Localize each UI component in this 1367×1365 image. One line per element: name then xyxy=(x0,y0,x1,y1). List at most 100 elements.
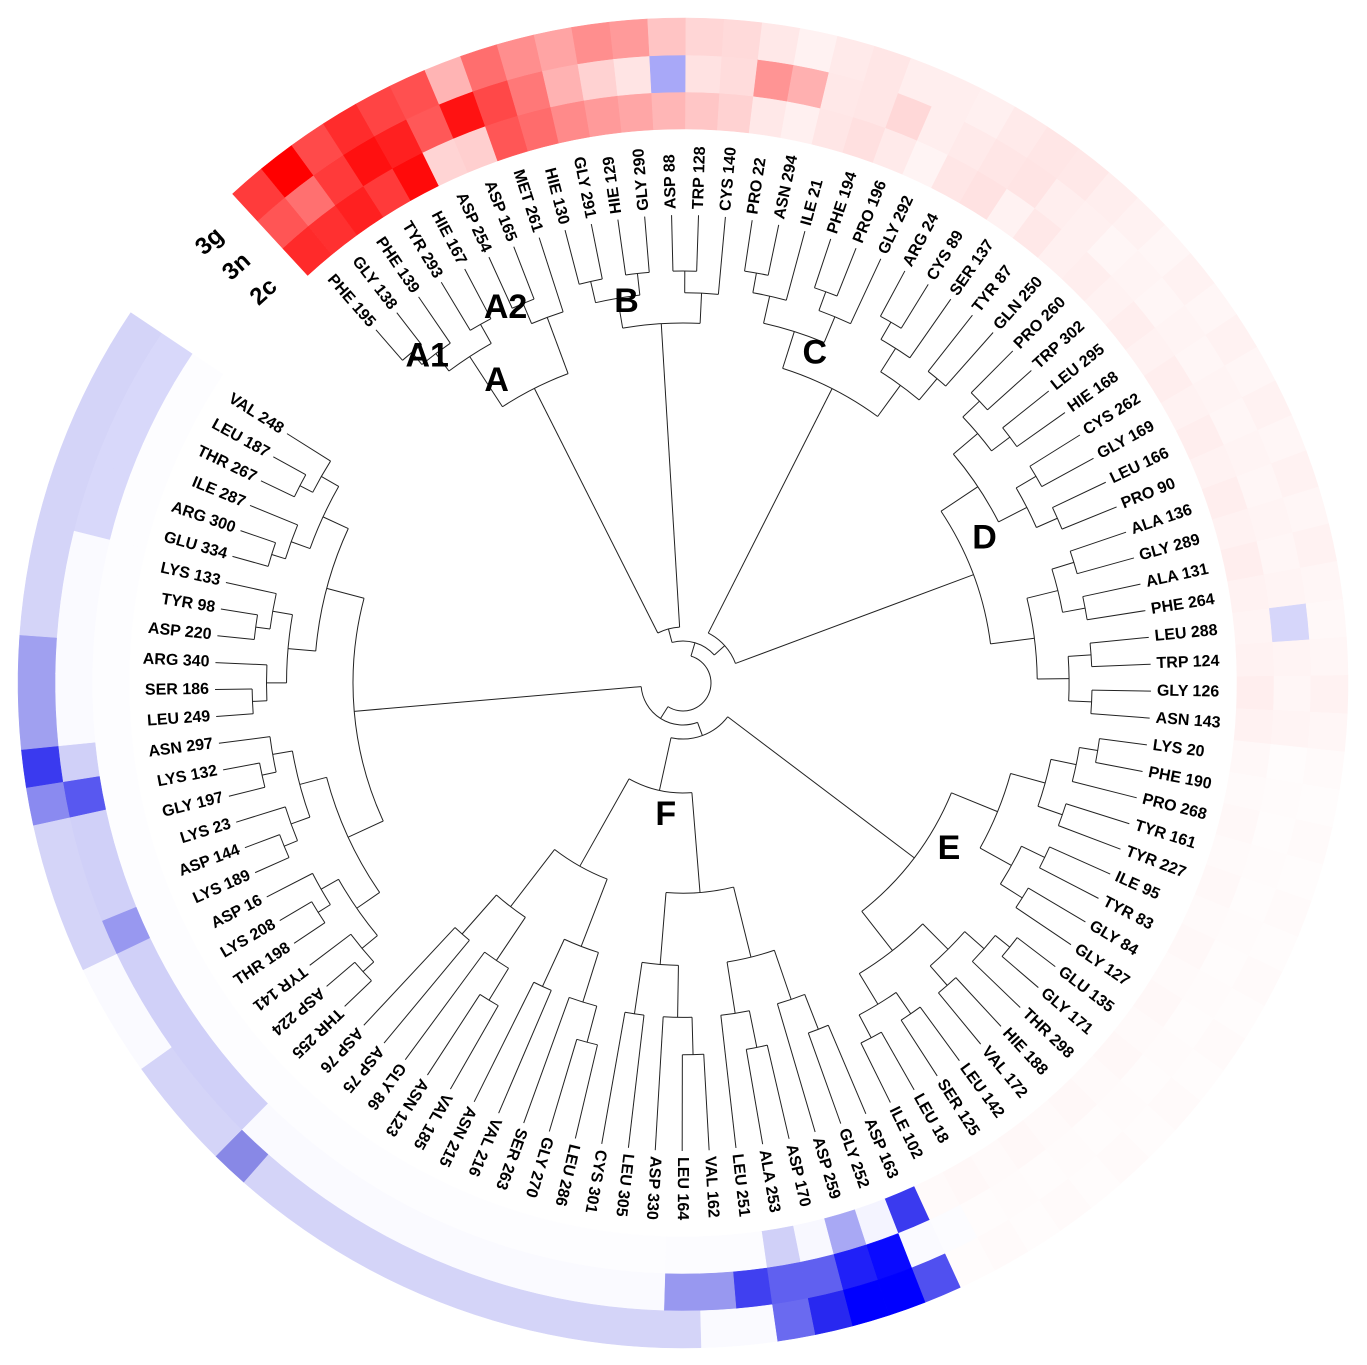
branch xyxy=(291,542,310,549)
leaf-label: ASP 88 xyxy=(661,154,679,209)
branch xyxy=(910,299,951,358)
branch xyxy=(655,1017,663,1150)
branch xyxy=(878,385,901,416)
leaf-label: LYS 133 xyxy=(159,560,222,590)
branch xyxy=(1079,748,1097,751)
branch xyxy=(965,932,984,949)
branch xyxy=(704,1054,709,1150)
branch xyxy=(232,556,268,566)
leaf-label: GLY 290 xyxy=(630,148,652,212)
heat-cell xyxy=(717,93,753,133)
branch xyxy=(357,892,380,908)
leaf-label: TRP 124 xyxy=(1156,653,1220,673)
heat-cell xyxy=(686,18,724,56)
branch xyxy=(881,322,891,339)
branch xyxy=(628,1015,644,1148)
branch xyxy=(1090,637,1149,643)
leaf-label: LEU 249 xyxy=(147,708,211,729)
branch xyxy=(1030,435,1080,466)
leaf-label: GLY 197 xyxy=(161,789,226,821)
branch xyxy=(708,389,832,633)
branch xyxy=(215,663,266,665)
branch xyxy=(284,841,297,846)
branch xyxy=(587,1006,597,1042)
leaf-label: ASN 294 xyxy=(771,154,801,221)
branch xyxy=(1051,759,1076,764)
branch xyxy=(901,284,928,328)
branch xyxy=(524,997,569,1123)
branch xyxy=(661,324,679,627)
branch xyxy=(1028,888,1085,922)
branch xyxy=(851,259,881,324)
branch xyxy=(489,968,509,1000)
branch xyxy=(1070,532,1126,551)
branch xyxy=(819,292,826,311)
branch xyxy=(267,873,313,897)
heat-cell xyxy=(1228,575,1270,613)
heat-cell xyxy=(57,602,97,641)
ring-label: 3n xyxy=(217,247,256,286)
branch xyxy=(318,905,330,913)
branch xyxy=(1021,846,1044,857)
leaf-label: TRP 128 xyxy=(690,146,709,209)
branch xyxy=(896,992,911,1013)
leaf-label: HIE 129 xyxy=(600,155,625,215)
branch xyxy=(1087,611,1145,620)
heat-cell xyxy=(56,708,95,746)
branch xyxy=(583,952,599,1002)
heat-cell xyxy=(1233,608,1273,644)
branch xyxy=(288,649,316,651)
leaf-label: ASN 297 xyxy=(147,735,214,760)
heat-cell xyxy=(24,559,66,602)
branch xyxy=(575,1045,597,1139)
branch xyxy=(881,348,896,371)
leaf-label: SER 186 xyxy=(145,681,209,699)
heat-cell xyxy=(92,674,130,708)
branch xyxy=(280,902,312,921)
leaf-label: ILE 21 xyxy=(798,177,827,227)
branch xyxy=(764,296,770,323)
branch xyxy=(951,793,997,812)
branch xyxy=(1016,908,1071,945)
leaf-label: GLY 289 xyxy=(1137,531,1202,564)
heat-cell xyxy=(1236,676,1274,710)
heat-cell xyxy=(686,55,722,93)
branch xyxy=(678,965,679,1017)
branch xyxy=(634,962,642,1013)
heat-cell xyxy=(1306,599,1346,640)
branch xyxy=(881,1032,914,1090)
branch xyxy=(217,636,254,640)
branch xyxy=(240,531,275,543)
leaf-label: PRO 268 xyxy=(1140,791,1208,824)
heat-cell xyxy=(758,23,800,65)
heat-cell xyxy=(1269,604,1309,643)
branch xyxy=(1077,558,1134,574)
branch xyxy=(255,858,289,873)
branch xyxy=(718,217,725,294)
branch xyxy=(1027,591,1058,599)
leaf-label: CYS 140 xyxy=(717,146,740,211)
branch xyxy=(992,437,1010,451)
branch xyxy=(660,893,666,965)
branch xyxy=(805,994,819,1029)
heat-cell xyxy=(578,59,618,101)
heat-cell xyxy=(1264,568,1306,608)
branch xyxy=(300,777,327,784)
heat-cell xyxy=(92,640,130,675)
branch xyxy=(808,1033,840,1124)
heat-cell xyxy=(628,1272,665,1311)
branch xyxy=(362,936,377,949)
branch xyxy=(1063,608,1086,612)
heat-cell xyxy=(700,1309,739,1348)
branch xyxy=(783,332,795,369)
heat-cell xyxy=(584,96,622,137)
heat-cell xyxy=(614,56,652,96)
leaf-label: CYS 301 xyxy=(581,1148,609,1214)
branch xyxy=(321,476,338,486)
branch xyxy=(1072,782,1136,798)
branch xyxy=(511,849,555,906)
branch xyxy=(384,940,469,1043)
heat-cell xyxy=(624,1309,663,1348)
leaf-label: LEU 286 xyxy=(551,1142,582,1207)
branch xyxy=(727,962,735,1013)
